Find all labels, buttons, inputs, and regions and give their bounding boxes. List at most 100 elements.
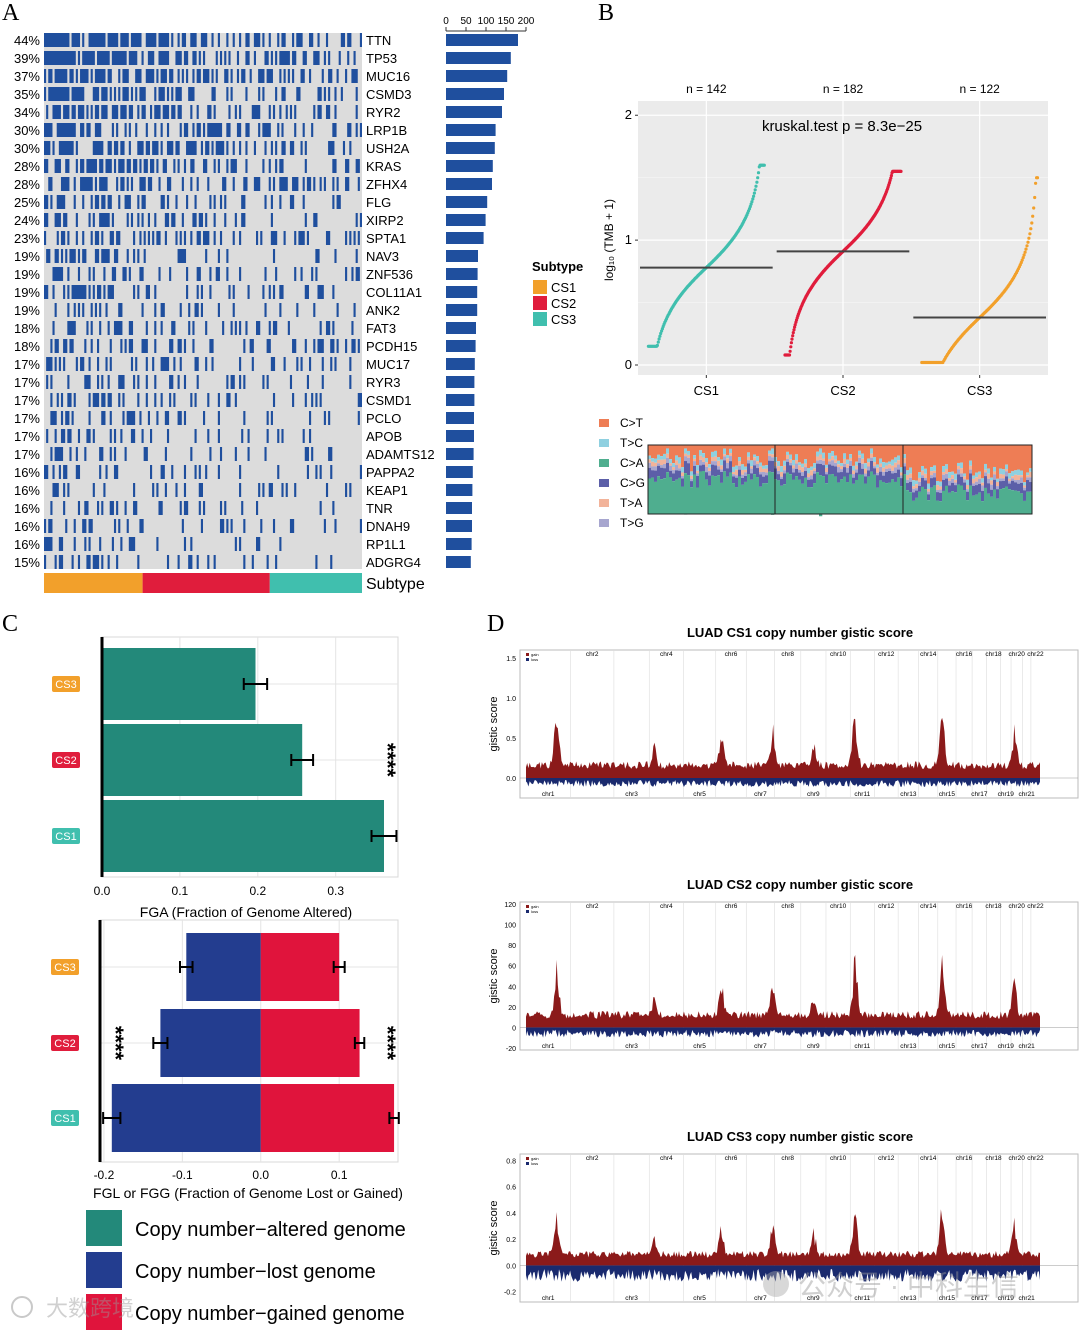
mutation-cell xyxy=(113,321,123,335)
chromosome-label-bottom: chr11 xyxy=(854,1295,870,1302)
chromosome-label-bottom: chr9 xyxy=(807,791,820,798)
signature-segment xyxy=(684,445,688,449)
mutation-cell xyxy=(243,519,246,533)
signature-segment xyxy=(771,460,775,473)
mutation-cell xyxy=(113,429,117,443)
mutation-cell xyxy=(177,555,180,569)
signature-segment xyxy=(738,469,742,477)
mutation-cell xyxy=(236,51,240,65)
oncoplot-row xyxy=(44,519,362,533)
signature-segment xyxy=(678,477,682,514)
signature-segment xyxy=(870,457,874,461)
signature-segment xyxy=(978,474,982,479)
signature-segment xyxy=(687,463,691,476)
x-axis-title: FGL or FGG (Fraction of Genome Lost or G… xyxy=(93,1185,403,1201)
mutation-cell xyxy=(245,141,248,155)
mutation-cell xyxy=(323,177,326,191)
mutation-cell xyxy=(351,267,354,281)
mutation-cell xyxy=(145,393,148,407)
signature-segment xyxy=(915,445,919,481)
mutation-cell xyxy=(268,177,271,191)
signature-segment xyxy=(834,459,838,463)
signature-segment xyxy=(888,482,892,514)
mutation-cell xyxy=(63,465,68,479)
signature-segment xyxy=(1029,491,1033,514)
signature-segment xyxy=(963,445,967,474)
signature-segment xyxy=(939,501,943,514)
oncoplot-row xyxy=(46,105,358,119)
signature-segment xyxy=(873,462,877,467)
signature-segment xyxy=(702,445,706,454)
signature-segment xyxy=(984,445,988,464)
mutation-cell xyxy=(48,69,53,83)
signature-segment xyxy=(744,445,748,467)
mutation-cell xyxy=(215,267,220,281)
signature-segment xyxy=(879,471,883,481)
signature-segment xyxy=(906,483,910,491)
signature-segment xyxy=(774,468,778,480)
signature-segment xyxy=(846,459,850,465)
gene-name-label: TTN xyxy=(366,33,391,48)
signature-segment xyxy=(804,463,808,468)
mutation-cell xyxy=(298,231,305,245)
mutation-cell xyxy=(336,177,339,191)
tmb-point xyxy=(787,353,792,357)
y-tick-label: 0 xyxy=(625,357,632,372)
signature-segment xyxy=(966,479,970,486)
mutation-cell xyxy=(357,411,360,425)
signature-segment xyxy=(849,460,853,466)
signature-segment xyxy=(675,445,679,456)
mutation-cell xyxy=(44,51,76,65)
signature-segment xyxy=(654,466,658,471)
mutation-cell xyxy=(147,231,150,245)
signature-segment xyxy=(984,476,988,488)
signature-segment xyxy=(945,445,949,465)
signature-segment xyxy=(960,476,964,486)
signature-segment xyxy=(657,459,661,464)
mutation-cell xyxy=(323,87,326,101)
mutation-cell xyxy=(56,231,59,245)
mutation-cell xyxy=(349,231,352,245)
significance-stars-left: **** xyxy=(103,1026,128,1061)
mutation-cell xyxy=(54,159,61,173)
mutation-cell xyxy=(232,141,235,155)
mutation-cell xyxy=(292,393,295,407)
watermark-left: 大数跨境 xyxy=(11,1296,134,1321)
watermark-right-text: 公众号 · 中科生信 xyxy=(798,1270,1019,1301)
signature-segment xyxy=(660,467,664,480)
signature-segment xyxy=(849,454,853,458)
tmb-point xyxy=(657,337,661,341)
mutation-cell xyxy=(128,321,134,335)
wechat-icon xyxy=(763,1271,789,1297)
mutation-cell xyxy=(101,411,106,425)
mutation-cell xyxy=(77,267,81,281)
signature-segment xyxy=(699,445,703,451)
signature-segment xyxy=(849,457,853,461)
signature-segment xyxy=(774,462,778,467)
mutation-cell xyxy=(122,87,129,101)
signature-segment xyxy=(783,484,787,514)
signature-segment xyxy=(903,463,907,467)
signature-segment xyxy=(933,445,937,466)
signature-segment xyxy=(1002,474,1006,479)
mutation-cell xyxy=(158,87,165,101)
signature-segment xyxy=(678,468,682,471)
signature-segment xyxy=(924,445,928,469)
mutation-cell xyxy=(156,69,159,83)
signature-segment xyxy=(948,445,952,473)
mutation-count-bar xyxy=(446,142,495,154)
tmb-point xyxy=(1033,195,1037,200)
mutation-cell xyxy=(217,393,220,407)
signature-segment xyxy=(918,491,922,514)
signature-segment xyxy=(744,472,748,476)
mutation-count-bar xyxy=(446,340,476,352)
mutation-cell xyxy=(226,123,231,137)
mutation-cell xyxy=(264,141,267,155)
mutation-cell xyxy=(192,123,195,137)
mutation-cell xyxy=(88,393,91,407)
mutation-cell xyxy=(232,285,235,299)
mutation-cell xyxy=(77,303,81,317)
mutation-cell xyxy=(44,195,49,209)
mutation-cell xyxy=(359,33,362,47)
